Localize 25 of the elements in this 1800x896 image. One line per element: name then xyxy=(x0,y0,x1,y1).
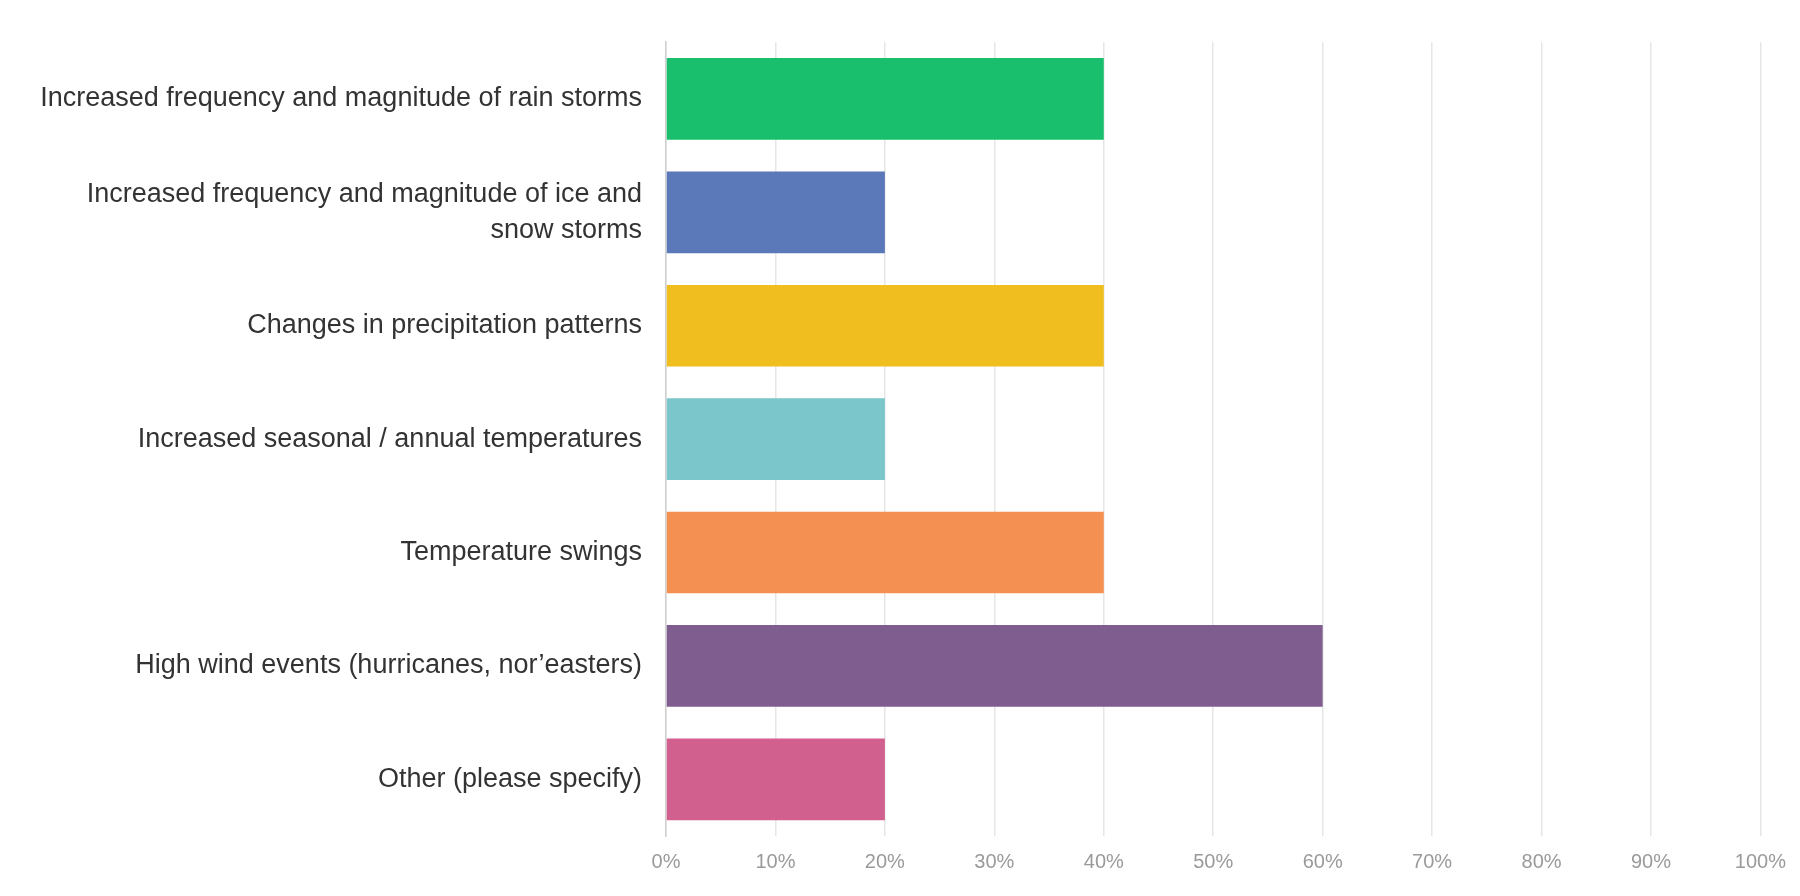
y-tick-label: Increased frequency and magnitude of ice and snow storms xyxy=(86,177,642,244)
x-tick-label: 20% xyxy=(864,849,906,872)
bar xyxy=(666,511,1104,594)
bar xyxy=(666,58,1104,140)
x-tick-label: 70% xyxy=(1412,849,1453,872)
x-tick-label: 10% xyxy=(755,849,796,872)
y-tick-label: Other (please specify) xyxy=(377,762,642,793)
bar xyxy=(666,738,885,821)
x-tick-label: 60% xyxy=(1302,849,1343,872)
bar xyxy=(666,398,885,480)
x-tick-label: 0% xyxy=(651,849,681,872)
y-tick-label: Increased frequency and magnitude of rain storms xyxy=(40,82,642,113)
y-tick-label: Temperature swings xyxy=(400,535,642,566)
y-tick-label: High wind events (hurricanes, nor’easters) xyxy=(135,649,642,680)
x-tick-label: 30% xyxy=(974,849,1015,872)
y-tick-label: Increased seasonal / annual temperatures xyxy=(137,422,642,453)
y-tick-label: Changes in precipitation patterns xyxy=(247,309,642,340)
bar xyxy=(666,284,1104,367)
x-tick-label: 80% xyxy=(1521,849,1562,872)
x-tick-label: 50% xyxy=(1193,849,1234,872)
bar xyxy=(666,171,885,254)
x-tick-label: 90% xyxy=(1630,849,1672,872)
bar xyxy=(666,625,1323,707)
x-tick-label: 40% xyxy=(1083,849,1124,872)
x-tick-label: 100% xyxy=(1734,849,1787,872)
